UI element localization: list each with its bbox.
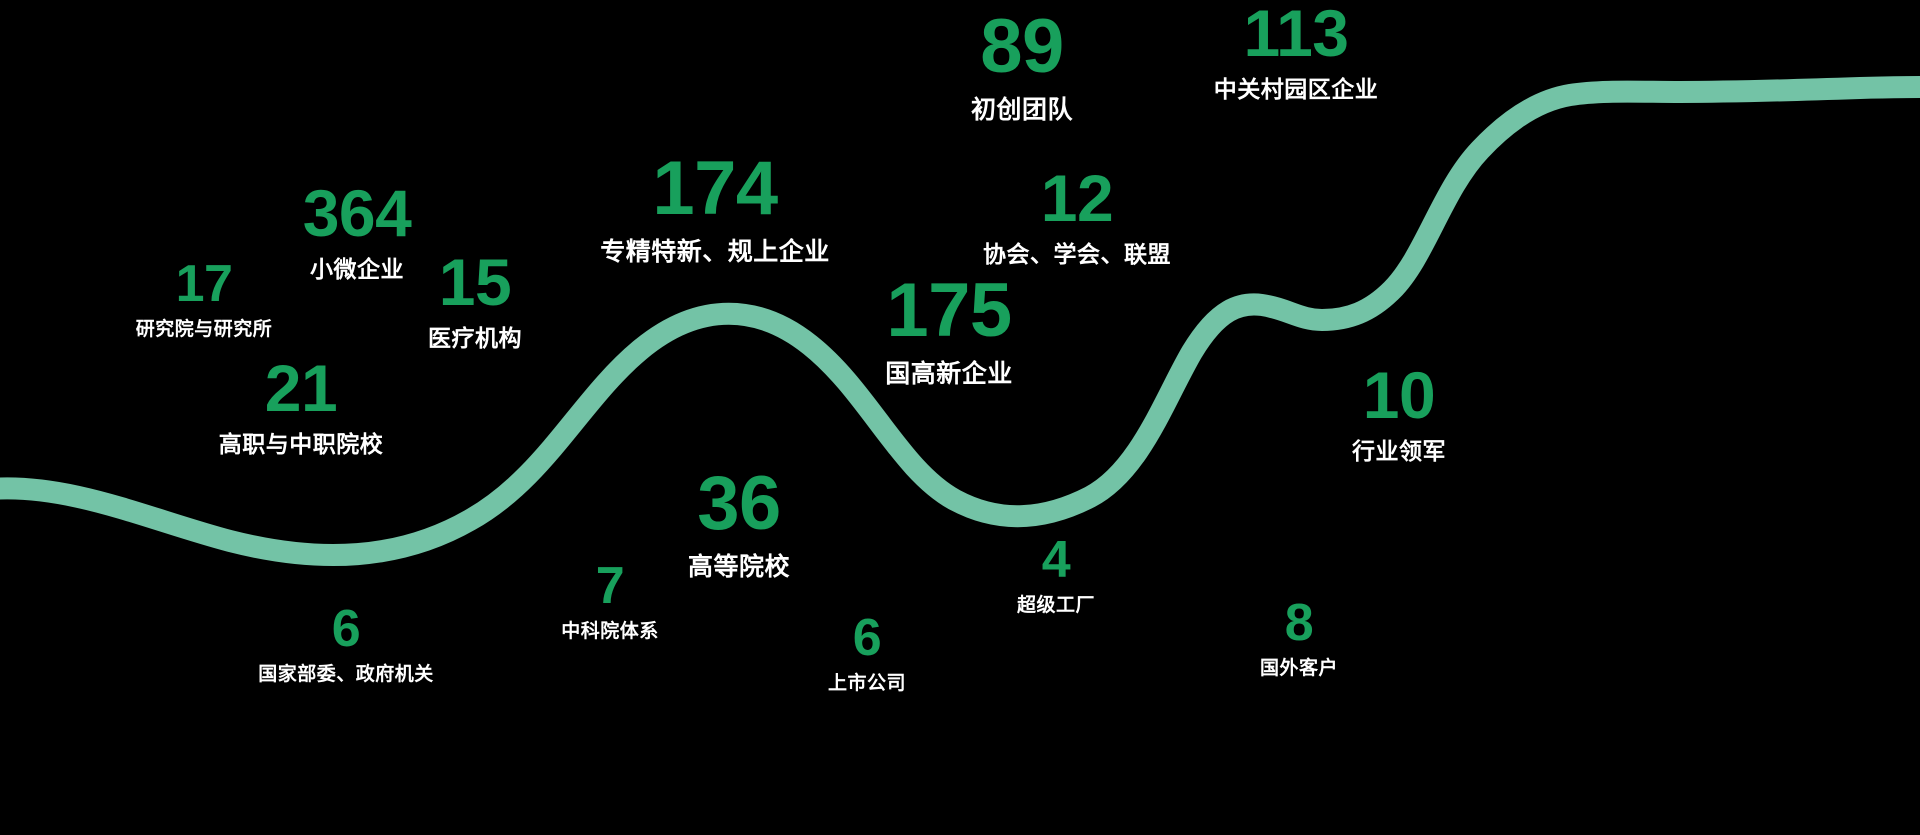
stat-callout-associations-alliances[interactable]: 12 协会、学会、联盟 [983, 161, 1171, 268]
stat-value-startup-teams: 89 [980, 4, 1064, 89]
stat-callout-medical-institutions[interactable]: 15 医疗机构 [428, 245, 522, 352]
stat-callout-cas-system[interactable]: 7 中科院体系 [561, 557, 659, 643]
stat-label-zhongguancun-park: 中关村园区企业 [1213, 76, 1379, 103]
stat-value-vocational-colleges: 21 [264, 351, 338, 425]
stat-label-research-institutes: 研究院与研究所 [135, 319, 273, 341]
stat-label-medical-institutions: 医疗机构 [428, 325, 522, 352]
stat-label-startup-teams: 初创团队 [970, 95, 1074, 124]
stat-label-vocational-colleges: 高职与中职院校 [218, 431, 384, 458]
stat-value-medical-institutions: 15 [438, 245, 512, 319]
stat-callout-government-agencies[interactable]: 6 国家部委、政府机关 [258, 600, 434, 686]
stat-label-micro-small-enterprises: 小微企业 [310, 256, 404, 283]
stat-callout-zhongguancun-park[interactable]: 113 中关村园区企业 [1214, 0, 1379, 103]
stat-callout-industry-leaders[interactable]: 10 行业领军 [1352, 358, 1446, 465]
stat-label-overseas-clients: 国外客户 [1259, 658, 1339, 680]
growth-curve-path [0, 76, 1920, 567]
stat-callout-micro-small-enterprises[interactable]: 364 小微企业 [302, 176, 412, 283]
stat-value-super-factories: 4 [1041, 531, 1071, 589]
stat-value-listed-companies: 6 [852, 609, 882, 667]
stat-value-government-agencies: 6 [331, 600, 361, 658]
stat-value-associations-alliances: 12 [1040, 161, 1114, 235]
stat-label-listed-companies: 上市公司 [827, 673, 907, 695]
stat-callout-listed-companies[interactable]: 6 上市公司 [827, 609, 907, 695]
stat-label-higher-education: 高等院校 [687, 552, 791, 581]
stat-value-higher-education: 36 [697, 461, 781, 546]
stat-callout-startup-teams[interactable]: 89 初创团队 [971, 8, 1073, 124]
stat-value-industry-leaders: 10 [1362, 358, 1436, 432]
stat-callout-higher-education[interactable]: 36 高等院校 [688, 465, 790, 581]
stat-callout-research-institutes[interactable]: 17 研究院与研究所 [135, 255, 273, 341]
stat-value-cas-system: 7 [595, 557, 625, 615]
stat-value-national-high-tech: 175 [886, 268, 1012, 353]
stat-value-overseas-clients: 8 [1284, 594, 1314, 652]
stat-label-industry-leaders: 行业领军 [1352, 438, 1446, 465]
stat-value-specialized-enterprises: 174 [652, 146, 778, 231]
stat-callout-national-high-tech[interactable]: 175 国高新企业 [885, 272, 1013, 388]
stat-label-specialized-enterprises: 专精特新、规上企业 [600, 237, 830, 266]
stat-label-super-factories: 超级工厂 [1016, 595, 1096, 617]
stat-label-cas-system: 中科院体系 [561, 621, 659, 643]
stat-callout-super-factories[interactable]: 4 超级工厂 [1016, 531, 1096, 617]
stat-value-micro-small-enterprises: 364 [302, 176, 412, 250]
stat-label-national-high-tech: 国高新企业 [885, 359, 1013, 388]
stat-callout-vocational-colleges[interactable]: 21 高职与中职院校 [218, 351, 384, 458]
stat-value-research-institutes: 17 [175, 255, 233, 313]
stat-label-associations-alliances: 协会、学会、联盟 [983, 241, 1171, 268]
stat-callout-specialized-enterprises[interactable]: 174 专精特新、规上企业 [600, 150, 830, 266]
stat-callout-overseas-clients[interactable]: 8 国外客户 [1259, 594, 1339, 680]
stat-value-zhongguancun-park: 113 [1243, 0, 1349, 70]
stat-label-government-agencies: 国家部委、政府机关 [258, 664, 434, 686]
